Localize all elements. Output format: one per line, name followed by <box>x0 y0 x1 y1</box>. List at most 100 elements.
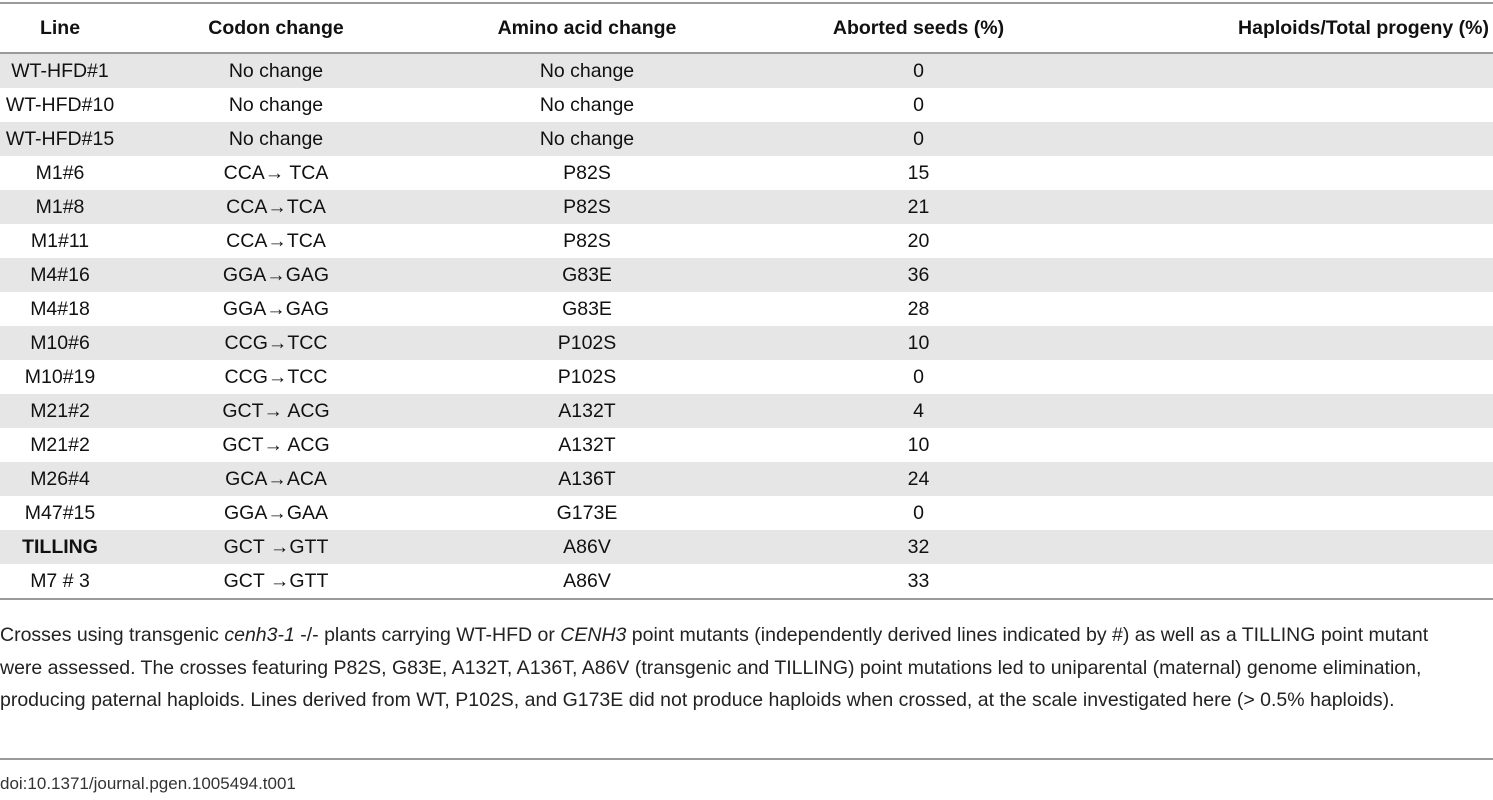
cell-amino-acid-change: P82S <box>432 156 742 190</box>
cell-haploids-total-progeny: 3/110 (2.72) <box>1095 530 1493 564</box>
cell-line: M4#18 <box>0 292 120 326</box>
cell-aborted-seeds: 24 <box>742 462 1095 496</box>
cell-haploids-total-progeny: 18/197 (9.1) <box>1095 292 1493 326</box>
cell-aborted-seeds: 32 <box>742 530 1095 564</box>
cell-aborted-seeds: 0 <box>742 496 1095 530</box>
table-footnote: Crosses using transgenic cenh3-1 -/- pla… <box>0 619 1475 717</box>
cell-line: M7 # 3 <box>0 564 120 600</box>
cell-amino-acid-change: G83E <box>432 258 742 292</box>
footnote-gene-cenh3-1: cenh3-1 <box>224 624 295 646</box>
cell-codon-change: CCG→TCC <box>120 360 432 394</box>
cell-amino-acid-change: A86V <box>432 564 742 600</box>
cell-haploids-total-progeny: 9/232 (3.87) <box>1095 564 1493 600</box>
cell-haploids-total-progeny: 20/164 (12.2) <box>1095 258 1493 292</box>
cell-line: M10#19 <box>0 360 120 394</box>
cell-aborted-seeds: 0 <box>742 122 1095 156</box>
cell-haploids-total-progeny: 0/243 (0) <box>1095 88 1493 122</box>
cell-line: M1#8 <box>0 190 120 224</box>
cell-codon-change: No change <box>120 122 432 156</box>
cell-aborted-seeds: 15 <box>742 156 1095 190</box>
cell-aborted-seeds: 0 <box>742 88 1095 122</box>
footnote-text-3: point mutants (independently derived lin… <box>0 624 1429 711</box>
cell-codon-change: CCA→ TCA <box>120 156 432 190</box>
cell-aborted-seeds: 28 <box>742 292 1095 326</box>
cell-haploids-total-progeny: 0/199 (0) <box>1095 53 1493 88</box>
cell-codon-change: CCG→TCC <box>120 326 432 360</box>
footnote-gene-cenh3: CENH3 <box>560 624 627 646</box>
cell-aborted-seeds: 33 <box>742 564 1095 600</box>
cell-amino-acid-change: P102S <box>432 360 742 394</box>
cell-amino-acid-change: P82S <box>432 224 742 258</box>
cell-amino-acid-change: P82S <box>432 190 742 224</box>
cell-codon-change: GCT →GTT <box>120 530 432 564</box>
cell-line: M1#6 <box>0 156 120 190</box>
cell-haploids-total-progeny: 2/72 (2.7) <box>1095 190 1493 224</box>
cell-codon-change: GGA→GAG <box>120 258 432 292</box>
cell-amino-acid-change: No change <box>432 53 742 88</box>
cell-codon-change: No change <box>120 53 432 88</box>
cell-amino-acid-change: No change <box>432 122 742 156</box>
cell-haploids-total-progeny: 7/309 (2.26) <box>1095 462 1493 496</box>
cell-amino-acid-change: A132T <box>432 394 742 428</box>
cell-haploids-total-progeny: 0/163 (0) <box>1095 122 1493 156</box>
cell-codon-change: GGA→GAG <box>120 292 432 326</box>
cell-aborted-seeds: 0 <box>742 53 1095 88</box>
cell-amino-acid-change: P102S <box>432 326 742 360</box>
cell-aborted-seeds: 36 <box>742 258 1095 292</box>
cell-line: M10#6 <box>0 326 120 360</box>
cell-aborted-seeds: 4 <box>742 394 1095 428</box>
results-table-container: Line Codon change Amino acid change Abor… <box>0 2 1493 600</box>
cell-aborted-seeds: 10 <box>742 326 1095 360</box>
cell-haploids-total-progeny: 11/435 (2.5) <box>1095 224 1493 258</box>
cell-amino-acid-change: A86V <box>432 530 742 564</box>
cell-aborted-seeds: 10 <box>742 428 1095 462</box>
header-aborted-seeds: Aborted seeds (%) <box>742 2 1095 54</box>
cell-amino-acid-change: A136T <box>432 462 742 496</box>
cell-amino-acid-change: No change <box>432 88 742 122</box>
header-haploids-total-progeny: Haploids/Total progeny (%) <box>1095 2 1493 54</box>
cell-line: WT-HFD#1 <box>0 53 120 88</box>
cell-codon-change: CCA→TCA <box>120 190 432 224</box>
cell-line: M47#15 <box>0 496 120 530</box>
footnote-text-1: Crosses using transgenic <box>0 624 225 646</box>
header-line: Line <box>0 2 120 54</box>
cell-line: WT-HFD#15 <box>0 122 120 156</box>
cell-codon-change: No change <box>120 88 432 122</box>
cell-line: M1#11 <box>0 224 120 258</box>
cell-line: WT-HFD#10 <box>0 88 120 122</box>
cell-amino-acid-change: A132T <box>432 428 742 462</box>
table-header-row: Line Codon change Amino acid change Abor… <box>0 2 1493 54</box>
cell-haploids-total-progeny: 0/115 (0) <box>1095 360 1493 394</box>
cell-line: M21#2 <box>0 428 120 462</box>
cell-line: M4#16 <box>0 258 120 292</box>
cell-aborted-seeds: 21 <box>742 190 1095 224</box>
cell-haploids-total-progeny: 8/334 (2.4) <box>1095 156 1493 190</box>
cell-haploids-total-progeny: 0/207 (0) <box>1095 496 1493 530</box>
header-codon-change: Codon change <box>120 2 432 54</box>
cell-haploids-total-progeny: 1/163(0.61) <box>1095 428 1493 462</box>
cell-amino-acid-change: G173E <box>432 496 742 530</box>
doi-label: doi:10.1371/journal.pgen.1005494.t001 <box>0 774 296 793</box>
cell-codon-change: GGA→GAA <box>120 496 432 530</box>
cell-codon-change: CCA→TCA <box>120 224 432 258</box>
cell-codon-change: GCT →GTT <box>120 564 432 600</box>
cell-aborted-seeds: 20 <box>742 224 1095 258</box>
cell-codon-change: GCA→ACA <box>120 462 432 496</box>
cell-line: TILLING <box>0 530 120 564</box>
header-amino-acid-change: Amino acid change <box>432 2 742 54</box>
cell-haploids-total-progeny: 0/203 (0) <box>1095 326 1493 360</box>
